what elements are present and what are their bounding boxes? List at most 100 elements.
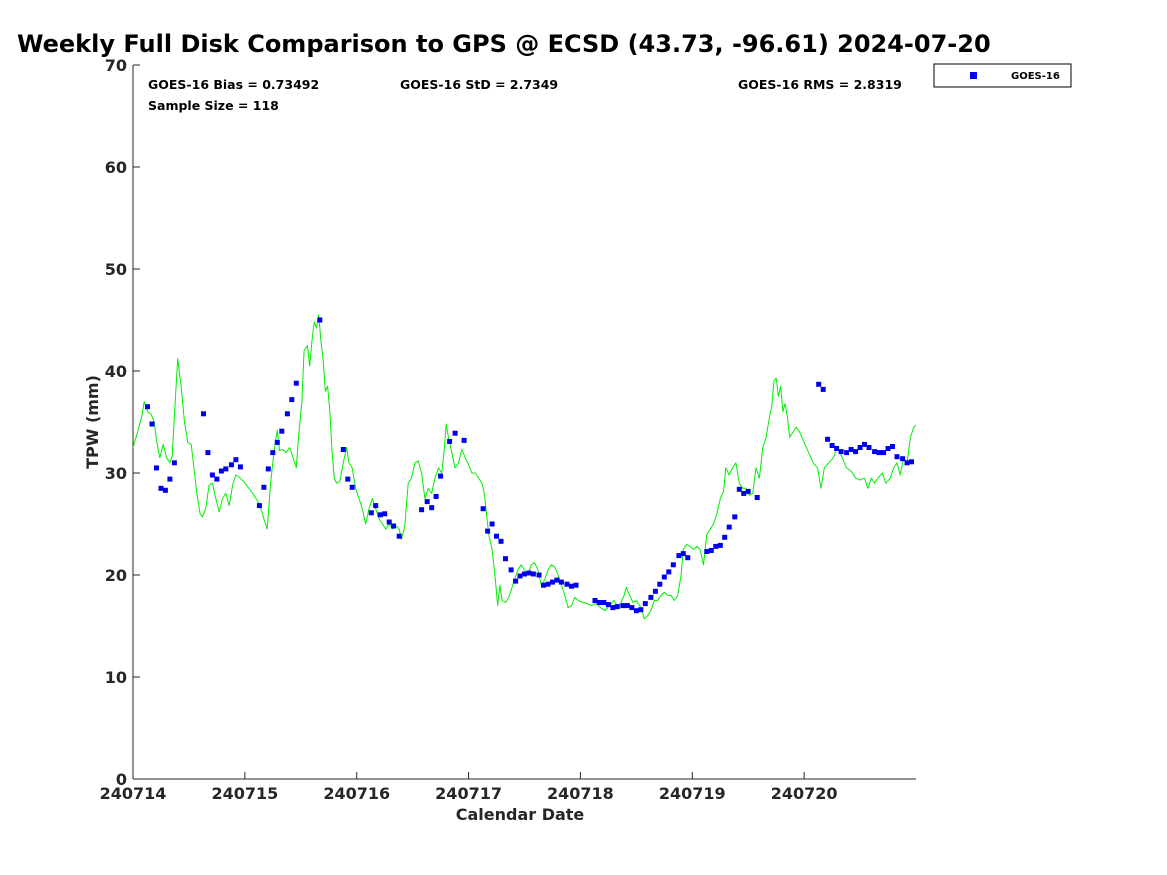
goes16-data-point <box>265 466 271 472</box>
x-tick-label: 240720 <box>771 784 838 803</box>
goes16-data-point <box>289 397 295 403</box>
goes16-data-point <box>885 446 891 451</box>
goes16-data-point <box>154 465 159 471</box>
goes16-data-point <box>349 484 355 490</box>
rms-stat: GOES-16 RMS = 2.8319 <box>738 77 902 92</box>
goes16-data-point <box>890 444 895 449</box>
goes16-data-point <box>881 450 887 456</box>
goes16-data-point <box>284 411 290 417</box>
goes16-data-point <box>848 447 854 452</box>
goes16-data-point <box>218 468 224 474</box>
goes16-data-point <box>666 569 672 575</box>
goes16-data-point <box>661 574 667 580</box>
goes16-data-point <box>433 494 439 499</box>
goes16-data-point <box>429 505 435 511</box>
x-tick-label: 240718 <box>547 784 614 803</box>
goes16-data-point <box>340 447 346 452</box>
goes16-data-point <box>648 594 654 600</box>
x-tick-label: 240717 <box>435 784 502 803</box>
goes16-data-point <box>317 317 323 323</box>
goes16-data-point <box>345 476 351 482</box>
goes16-data-point <box>237 464 243 470</box>
goes16-data-point <box>629 605 635 611</box>
goes16-data-point <box>829 443 835 448</box>
goes16-data-point <box>368 510 374 516</box>
goes16-data-point <box>498 538 504 544</box>
legend-label: GOES-16 <box>1011 71 1060 82</box>
goes16-data-point <box>741 490 747 496</box>
y-tick-label: 40 <box>105 362 127 381</box>
goes16-data-point <box>657 581 663 587</box>
goes16-data-point <box>573 582 579 588</box>
goes16-data-point <box>377 512 383 518</box>
goes16-data-point <box>844 450 850 456</box>
goes16-data-point <box>558 579 564 585</box>
goes16-data-point <box>541 582 546 588</box>
goes16-data-point <box>596 600 602 605</box>
goes16-data-point <box>145 404 150 410</box>
std-stat: GOES-16 StD = 2.7349 <box>400 77 558 92</box>
goes16-data-point <box>652 588 658 594</box>
goes16-data-point <box>624 603 630 609</box>
goes16-data-point <box>569 583 574 589</box>
bias-stat: GOES-16 Bias = 0.73492 <box>148 77 319 92</box>
goes16-data-point <box>261 484 267 490</box>
goes16-data-point <box>293 380 299 386</box>
goes16-data-point <box>270 450 276 456</box>
goes16-data-point <box>489 521 495 527</box>
goes16-data-point <box>904 460 910 466</box>
goes16-data-point <box>717 542 723 548</box>
goes16-data-point <box>201 411 206 417</box>
y-ticks: 0 10 20 30 40 50 60 70 <box>105 56 140 789</box>
goes16-data-point <box>708 548 714 553</box>
goes16-data-point <box>614 604 620 610</box>
legend-marker <box>970 72 977 79</box>
goes16-data-point <box>834 446 840 451</box>
goes16-data-point <box>857 445 863 450</box>
goes16-data-point <box>564 581 570 587</box>
goes16-data-point <box>670 562 676 568</box>
goes16-data-point <box>610 605 616 611</box>
y-tick-label: 0 <box>116 770 127 789</box>
x-tick-label: 240719 <box>659 784 726 803</box>
goes16-data-point <box>205 450 211 456</box>
goes16-data-point <box>438 473 444 479</box>
goes16-data-point <box>382 511 388 517</box>
goes16-data-point <box>820 386 826 392</box>
goes16-data-point <box>713 543 719 549</box>
goes16-data-point <box>452 430 458 436</box>
x-ticks: 240714 240715 240716 240717 240718 240719 2407… <box>100 772 838 803</box>
goes16-data-point <box>866 445 872 450</box>
goes16-data-point <box>554 577 560 583</box>
y-tick-label: 70 <box>105 56 127 75</box>
goes16-data-point <box>620 603 626 609</box>
goes16-data-point <box>685 555 691 561</box>
plot-area <box>132 314 917 620</box>
goes16-data-point <box>517 573 523 579</box>
goes16-data-point <box>605 602 611 608</box>
goes16-data-point <box>825 436 831 442</box>
goes16-data-point <box>876 450 882 456</box>
goes16-data-point <box>642 601 648 607</box>
goes16-data-point <box>391 523 397 529</box>
goes16-data-point <box>171 460 177 466</box>
gps-series-line <box>132 314 917 620</box>
y-tick-label: 60 <box>105 158 127 177</box>
goes16-data-point <box>853 449 859 455</box>
goes16-data-point <box>736 486 742 492</box>
goes16-data-point <box>536 572 542 578</box>
goes16-data-point <box>754 495 760 500</box>
goes16-data-point <box>419 507 425 513</box>
goes16-data-point <box>676 553 682 559</box>
goes16-data-point <box>386 519 392 525</box>
goes16-data-point <box>513 578 519 584</box>
goes16-data-point <box>256 503 262 509</box>
x-tick-label: 240716 <box>323 784 390 803</box>
goes16-data-point <box>633 608 639 614</box>
goes16-data-point <box>530 571 536 577</box>
x-tick-label: 240715 <box>211 784 278 803</box>
x-axis-label: Calendar Date <box>456 805 585 824</box>
goes16-data-point <box>722 534 728 540</box>
goes16-data-point <box>503 556 508 562</box>
